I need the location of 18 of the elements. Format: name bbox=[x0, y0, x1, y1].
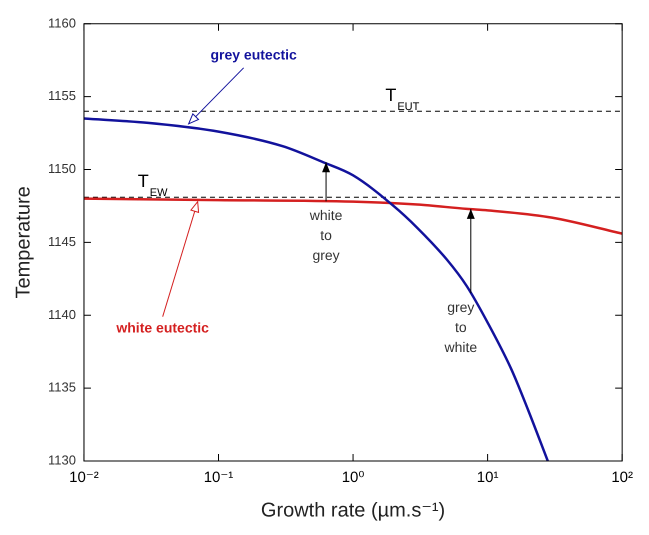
y-tick-label: 1145 bbox=[48, 234, 76, 249]
y-tick-label: 1150 bbox=[48, 161, 76, 176]
y-axis-title: Temperature bbox=[12, 186, 35, 299]
x-tick-label: 10² bbox=[611, 469, 634, 486]
y-tick-label: 1130 bbox=[48, 452, 76, 468]
y-tick-label: 1160 bbox=[48, 15, 76, 30]
y-tick-label: 1135 bbox=[48, 380, 76, 395]
y-tick-label: 1140 bbox=[48, 306, 76, 322]
x-axis-title: Growth rate (µm.s⁻¹) bbox=[260, 500, 446, 522]
x-tick-label: 10⁻² bbox=[69, 469, 99, 486]
y-tick-label: 1155 bbox=[48, 88, 76, 104]
annotation: grey to white bbox=[443, 299, 478, 356]
annotation: white to grey bbox=[308, 207, 343, 264]
x-tick-label: 10⁻¹ bbox=[204, 469, 234, 486]
x-tick-label: 10⁰ bbox=[342, 469, 364, 486]
annotation: white eutectic bbox=[115, 320, 210, 336]
x-tick-label: 10¹ bbox=[476, 469, 498, 486]
annotation: grey eutectic bbox=[210, 46, 298, 63]
